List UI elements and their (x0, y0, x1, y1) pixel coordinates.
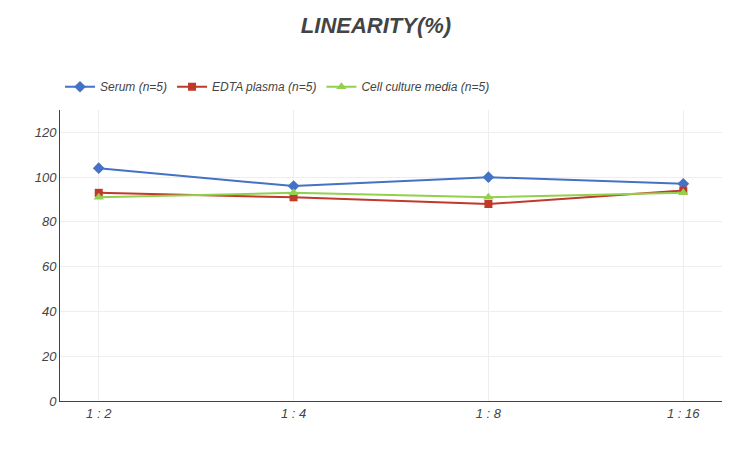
svg-text:Cell culture media (n=5): Cell culture media (n=5) (361, 80, 489, 94)
svg-text:0: 0 (49, 394, 57, 409)
svg-text:LINEARITY(%): LINEARITY(%) (301, 13, 451, 38)
svg-text:60: 60 (42, 259, 57, 274)
svg-text:40: 40 (42, 304, 57, 319)
svg-text:80: 80 (42, 214, 57, 229)
svg-text:1 : 2: 1 : 2 (86, 406, 112, 421)
svg-text:20: 20 (41, 349, 57, 364)
svg-text:1 : 4: 1 : 4 (281, 406, 306, 421)
svg-text:120: 120 (35, 125, 57, 140)
svg-text:Serum (n=5): Serum (n=5) (100, 80, 167, 94)
svg-text:EDTA plasma (n=5): EDTA plasma (n=5) (212, 80, 316, 94)
svg-text:100: 100 (35, 170, 57, 185)
svg-text:1 : 8: 1 : 8 (476, 406, 502, 421)
svg-text:1 : 16: 1 : 16 (667, 406, 700, 421)
